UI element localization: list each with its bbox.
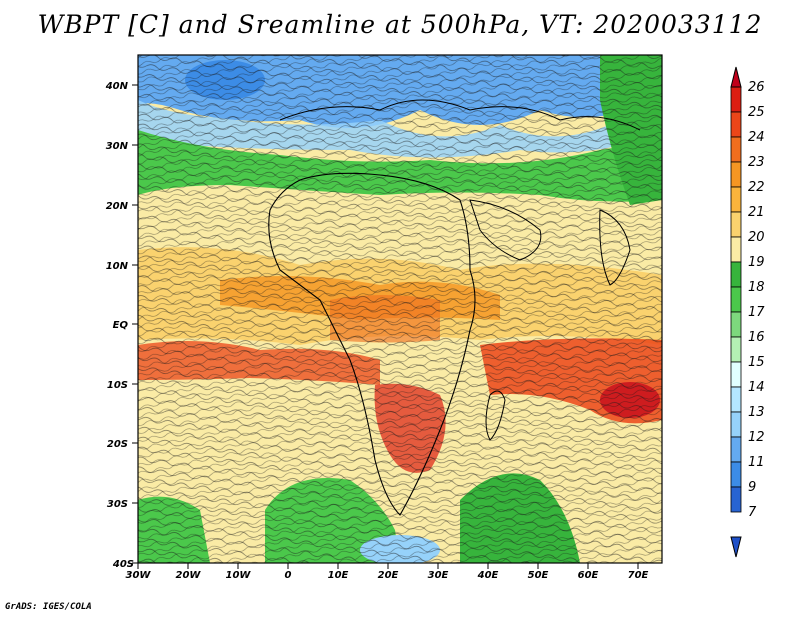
colorbar-segment [730,411,742,438]
lat-label-20s: 20S [107,439,128,450]
coastline-madagascar [485,390,506,441]
lat-label-40s: 40S [112,559,134,570]
colorbar-segment [730,86,742,113]
colorbar-segment [730,111,742,138]
colorbar-segment [730,436,742,463]
colorbar-segment [730,236,742,263]
cb-label-21: 21 [748,205,765,220]
lat-label-10s: 10S [107,380,128,391]
colorbar: 26 25 24 23 22 21 20 19 18 17 16 15 14 1… [730,66,765,558]
coastline-arabia [469,199,542,261]
cb-label-25: 25 [748,105,765,120]
colorbar-bottom-arrow [730,536,742,558]
colorbar-top-arrow [730,66,742,88]
lat-label-10n: 10N [106,261,129,272]
colorbar-segment [730,486,742,513]
cb-label-9: 9 [748,480,756,495]
plot-frame [137,54,663,564]
lon-label-40e: 40E [477,570,499,581]
lon-label-30e: 30E [428,570,449,581]
lat-label-30s: 30S [107,499,128,510]
lon-label-50e: 50E [528,570,549,581]
lon-label-20w: 20W [176,570,202,581]
cb-label-16: 16 [748,330,765,345]
cb-label-12: 12 [748,430,765,445]
cb-label-14: 14 [748,380,765,395]
lon-axis: 30W 20W 10W 0 10E 20E 30E 40E 50E 60E 70… [126,563,649,581]
credit-text: GrADS: IGES/COLA [5,602,92,612]
cb-label-24: 24 [748,130,765,145]
colorbar-segment [730,161,742,188]
lat-label-eq: EQ [113,320,129,331]
streamlines-2 [138,55,662,563]
cb-label-15: 15 [748,355,765,370]
cb-label-20: 20 [748,230,765,245]
map-title: WBPT [C] and Sreamline at 500hPa, VT: 20… [37,10,763,39]
cb-label-22: 22 [748,180,765,195]
lon-label-10e: 10E [328,570,349,581]
colorbar-segment [730,461,742,488]
coastline-africa [268,172,476,516]
cb-label-7: 7 [748,505,757,520]
lon-label-0: 0 [285,570,292,581]
coastline-europe [279,99,641,131]
lat-label-30n: 30N [106,141,129,152]
cb-label-11: 11 [748,455,765,470]
colorbar-segment [730,136,742,163]
lat-axis: 40N 30N 20N 10N EQ 10S 20S 30S 40S [105,81,138,570]
plot-area [138,55,662,563]
lon-label-30w: 30W [126,570,152,581]
cb-label-18: 18 [748,280,765,295]
lon-label-10w: 10W [226,570,252,581]
cb-label-23: 23 [748,155,765,170]
colorbar-segment [730,311,742,338]
cb-label-26: 26 [748,80,765,95]
colorbar-segment [730,186,742,213]
coastline-india [599,209,631,286]
cb-label-17: 17 [748,305,765,320]
colorbar-labels: 26 25 24 23 22 21 20 19 18 17 16 15 14 1… [748,80,765,520]
lon-label-70e: 70E [628,570,649,581]
colorbar-segment [730,361,742,388]
lon-label-20e: 20E [378,570,399,581]
lat-label-40n: 40N [105,81,129,92]
colorbar-segment [730,211,742,238]
colorbar-segments [730,86,742,513]
lat-label-20n: 20N [106,201,129,212]
colorbar-segment [730,286,742,313]
lon-label-60e: 60E [578,570,599,581]
cb-label-13: 13 [748,405,765,420]
colorbar-segment [730,261,742,288]
cb-label-19: 19 [748,255,765,270]
colorbar-segment [730,386,742,413]
colorbar-segment [730,336,742,363]
